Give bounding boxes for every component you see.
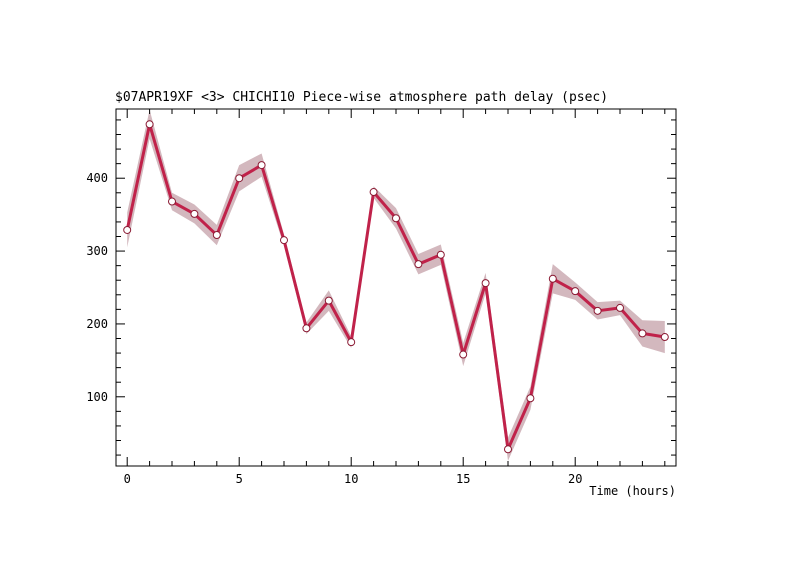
data-point [281, 237, 288, 244]
x-tick-label: 15 [456, 472, 470, 486]
data-point [460, 351, 467, 358]
data-point [124, 226, 131, 233]
x-tick-label: 10 [344, 472, 358, 486]
series-line [127, 124, 665, 449]
error-band-layer [127, 110, 665, 461]
data-point [617, 304, 624, 311]
data-point [415, 261, 422, 268]
data-point [661, 334, 668, 341]
x-tick-label: 5 [236, 472, 243, 486]
data-point [437, 251, 444, 258]
x-axis-label: Time (hours) [589, 484, 676, 498]
data-point [572, 288, 579, 295]
data-point [639, 330, 646, 337]
data-points-layer [124, 121, 669, 453]
x-tick-label: 0 [124, 472, 131, 486]
data-point [393, 215, 400, 222]
data-point [325, 297, 332, 304]
data-point [505, 446, 512, 453]
data-point [303, 325, 310, 332]
data-point [169, 198, 176, 205]
y-tick-label: 100 [86, 390, 108, 404]
y-tick-label: 400 [86, 171, 108, 185]
data-point [594, 307, 601, 314]
y-tick-label: 200 [86, 317, 108, 331]
series-line-layer [127, 124, 665, 449]
error-band [127, 110, 665, 461]
data-point [258, 162, 265, 169]
data-point [191, 210, 198, 217]
y-tick-label: 300 [86, 244, 108, 258]
chart-title: $07APR19XF <3> CHICHI10 Piece-wise atmos… [115, 90, 608, 105]
data-point [348, 339, 355, 346]
data-point [527, 395, 534, 402]
data-point [549, 275, 556, 282]
data-point [213, 232, 220, 239]
data-point [370, 189, 377, 196]
data-point [236, 175, 243, 182]
plot-frame [116, 109, 676, 466]
data-point [482, 280, 489, 287]
x-tick-label: 20 [568, 472, 582, 486]
data-point [146, 121, 153, 128]
